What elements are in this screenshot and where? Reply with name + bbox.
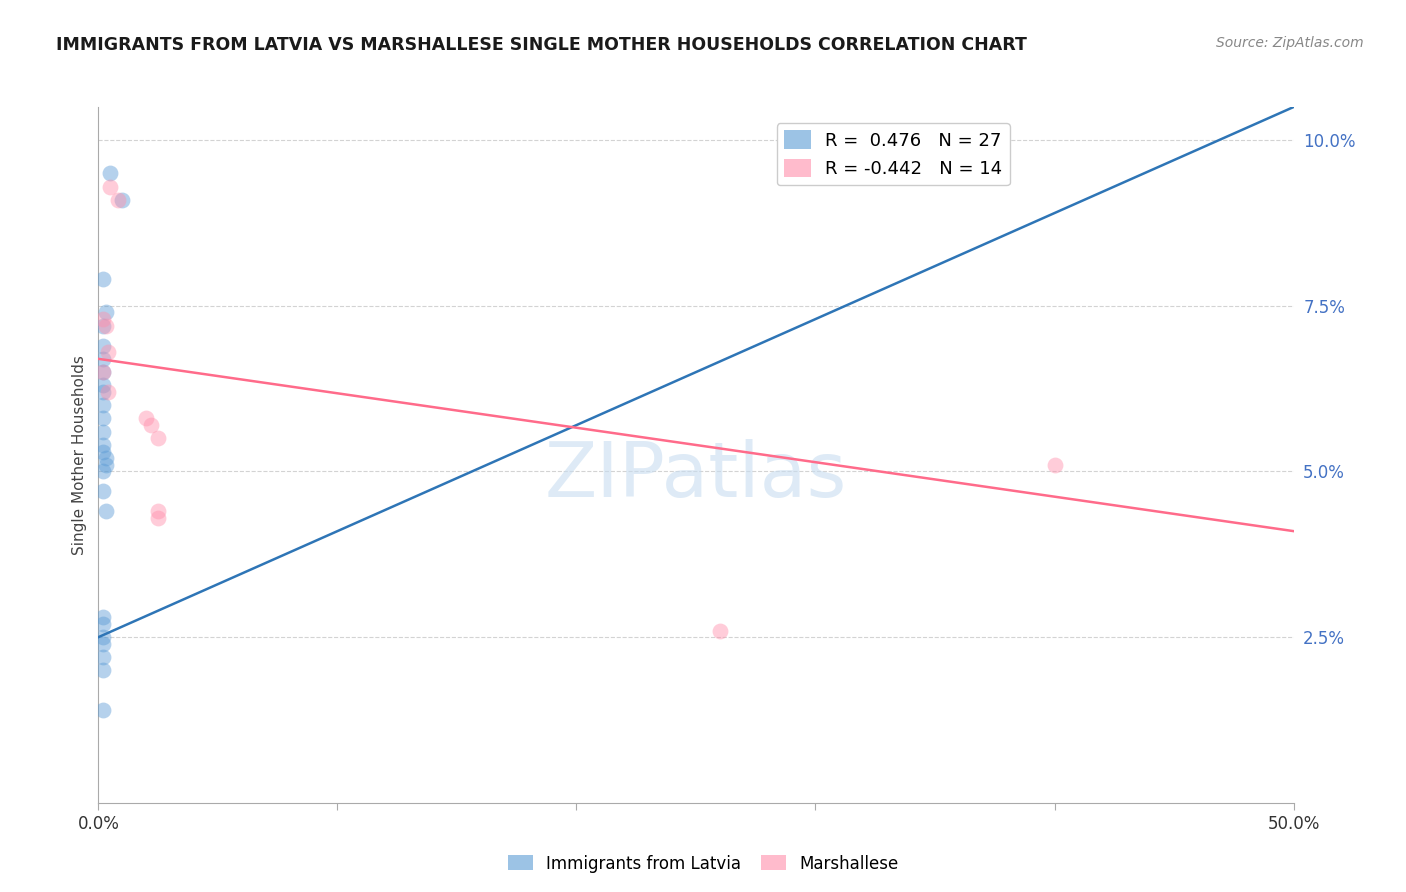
Point xyxy=(91,378,114,392)
Point xyxy=(94,451,117,466)
Point xyxy=(148,511,170,525)
Point xyxy=(91,610,114,624)
Legend: Immigrants from Latvia, Marshallese: Immigrants from Latvia, Marshallese xyxy=(501,848,905,880)
Point xyxy=(94,458,117,472)
Point xyxy=(91,365,114,379)
Point xyxy=(94,318,117,333)
Point xyxy=(91,272,114,286)
Point xyxy=(91,444,114,458)
Point xyxy=(94,305,117,319)
Point xyxy=(91,312,114,326)
Text: ZIPatlas: ZIPatlas xyxy=(544,439,848,513)
Y-axis label: Single Mother Households: Single Mother Households xyxy=(72,355,87,555)
Point xyxy=(91,663,114,677)
Point xyxy=(139,418,162,433)
Point xyxy=(107,193,129,207)
Point xyxy=(91,351,114,366)
Point xyxy=(1043,458,1066,472)
Point xyxy=(91,365,114,379)
Point xyxy=(709,624,731,638)
Point xyxy=(91,318,114,333)
Point xyxy=(97,384,120,399)
Point xyxy=(91,650,114,665)
Point xyxy=(91,384,114,399)
Point xyxy=(97,345,120,359)
Point xyxy=(98,166,122,180)
Point xyxy=(91,411,114,425)
Point xyxy=(91,637,114,651)
Point xyxy=(91,398,114,412)
Point xyxy=(91,484,114,499)
Point xyxy=(91,465,114,479)
Point xyxy=(91,338,114,352)
Point xyxy=(91,630,114,644)
Point xyxy=(91,438,114,452)
Text: Source: ZipAtlas.com: Source: ZipAtlas.com xyxy=(1216,36,1364,50)
Point xyxy=(98,179,122,194)
Point xyxy=(111,193,134,207)
Point xyxy=(91,703,114,717)
Point xyxy=(148,504,170,518)
Point xyxy=(148,431,170,445)
Text: IMMIGRANTS FROM LATVIA VS MARSHALLESE SINGLE MOTHER HOUSEHOLDS CORRELATION CHART: IMMIGRANTS FROM LATVIA VS MARSHALLESE SI… xyxy=(56,36,1028,54)
Point xyxy=(135,411,157,425)
Point xyxy=(94,504,117,518)
Point xyxy=(91,425,114,439)
Point xyxy=(91,616,114,631)
Legend: R =  0.476   N = 27, R = -0.442   N = 14: R = 0.476 N = 27, R = -0.442 N = 14 xyxy=(776,123,1010,186)
